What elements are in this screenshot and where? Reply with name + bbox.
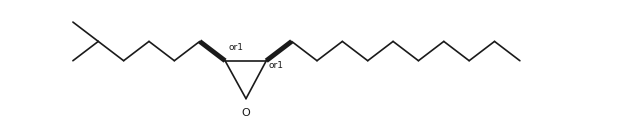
Text: or1: or1: [268, 61, 283, 70]
Text: or1: or1: [228, 43, 243, 52]
Text: O: O: [242, 108, 250, 118]
